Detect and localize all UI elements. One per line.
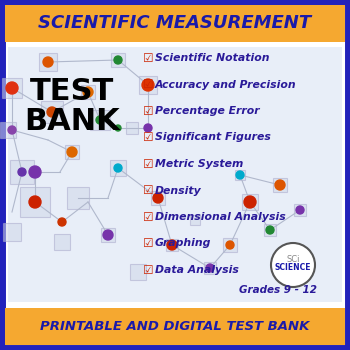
Circle shape <box>29 196 41 208</box>
FancyBboxPatch shape <box>294 204 306 216</box>
FancyBboxPatch shape <box>151 191 165 205</box>
FancyBboxPatch shape <box>90 110 110 130</box>
Text: Graphing: Graphing <box>155 238 211 248</box>
Text: Grades 9 - 12: Grades 9 - 12 <box>239 285 317 295</box>
Text: Accuracy and Precision: Accuracy and Precision <box>155 79 297 90</box>
FancyBboxPatch shape <box>20 187 50 217</box>
Circle shape <box>275 180 285 190</box>
FancyBboxPatch shape <box>139 76 157 94</box>
Text: ☑: ☑ <box>143 264 154 276</box>
FancyBboxPatch shape <box>223 238 237 252</box>
FancyBboxPatch shape <box>101 228 115 242</box>
FancyBboxPatch shape <box>3 223 21 241</box>
Circle shape <box>236 171 244 179</box>
Text: PRINTABLE AND DIGITAL TEST BANK: PRINTABLE AND DIGITAL TEST BANK <box>40 321 310 334</box>
Text: TEST: TEST <box>30 77 114 106</box>
Text: ☑: ☑ <box>143 105 154 118</box>
Text: ☑: ☑ <box>143 51 154 64</box>
FancyBboxPatch shape <box>0 122 16 138</box>
FancyBboxPatch shape <box>130 264 146 280</box>
Text: Dimensional Analysis: Dimensional Analysis <box>155 212 286 222</box>
Text: SCi: SCi <box>286 254 300 264</box>
Circle shape <box>115 125 121 131</box>
Text: Percentage Error: Percentage Error <box>155 106 260 116</box>
Circle shape <box>67 147 77 157</box>
FancyBboxPatch shape <box>41 101 63 123</box>
Text: Data Analysis: Data Analysis <box>155 265 239 275</box>
FancyBboxPatch shape <box>10 160 34 184</box>
FancyBboxPatch shape <box>81 85 95 99</box>
Circle shape <box>18 168 26 176</box>
Text: BANK: BANK <box>24 107 120 136</box>
FancyBboxPatch shape <box>126 122 138 134</box>
Circle shape <box>47 107 57 117</box>
FancyBboxPatch shape <box>67 187 89 209</box>
FancyBboxPatch shape <box>273 178 287 192</box>
FancyBboxPatch shape <box>2 2 348 348</box>
Circle shape <box>58 218 66 226</box>
FancyBboxPatch shape <box>111 53 125 67</box>
FancyBboxPatch shape <box>235 170 245 180</box>
Circle shape <box>244 196 256 208</box>
Circle shape <box>144 124 152 132</box>
FancyBboxPatch shape <box>2 78 22 98</box>
FancyBboxPatch shape <box>8 47 342 302</box>
Circle shape <box>83 87 93 97</box>
Text: Significant Figures: Significant Figures <box>155 133 271 142</box>
FancyBboxPatch shape <box>5 5 345 42</box>
Text: SCIENTIFIC MEASUREMENT: SCIENTIFIC MEASUREMENT <box>38 14 312 32</box>
Circle shape <box>114 56 122 64</box>
Text: ☑: ☑ <box>143 158 154 170</box>
Text: ☑: ☑ <box>143 131 154 144</box>
Circle shape <box>206 264 214 272</box>
FancyBboxPatch shape <box>54 234 70 250</box>
Text: ☑: ☑ <box>143 210 154 224</box>
Circle shape <box>6 82 18 94</box>
FancyBboxPatch shape <box>39 53 57 71</box>
Circle shape <box>8 126 16 134</box>
Text: SCIENCE: SCIENCE <box>275 264 311 273</box>
FancyBboxPatch shape <box>166 239 178 251</box>
Circle shape <box>266 226 274 234</box>
FancyBboxPatch shape <box>264 224 276 236</box>
Text: ☑: ☑ <box>143 237 154 250</box>
Circle shape <box>103 230 113 240</box>
Text: Density: Density <box>155 186 202 196</box>
FancyBboxPatch shape <box>65 145 79 159</box>
Circle shape <box>271 243 315 287</box>
Circle shape <box>43 57 53 67</box>
Text: Scientific Notation: Scientific Notation <box>155 53 270 63</box>
FancyBboxPatch shape <box>190 215 200 225</box>
Circle shape <box>153 193 163 203</box>
Circle shape <box>96 116 104 124</box>
Circle shape <box>114 164 122 172</box>
Circle shape <box>226 241 234 249</box>
FancyBboxPatch shape <box>110 160 126 176</box>
FancyBboxPatch shape <box>242 194 258 210</box>
Circle shape <box>142 79 154 91</box>
Circle shape <box>29 166 41 178</box>
Text: ☑: ☑ <box>143 78 154 91</box>
Circle shape <box>167 240 177 250</box>
Text: Metric System: Metric System <box>155 159 243 169</box>
Text: ☑: ☑ <box>143 184 154 197</box>
FancyBboxPatch shape <box>5 308 345 345</box>
Circle shape <box>296 206 304 214</box>
FancyBboxPatch shape <box>204 262 216 274</box>
